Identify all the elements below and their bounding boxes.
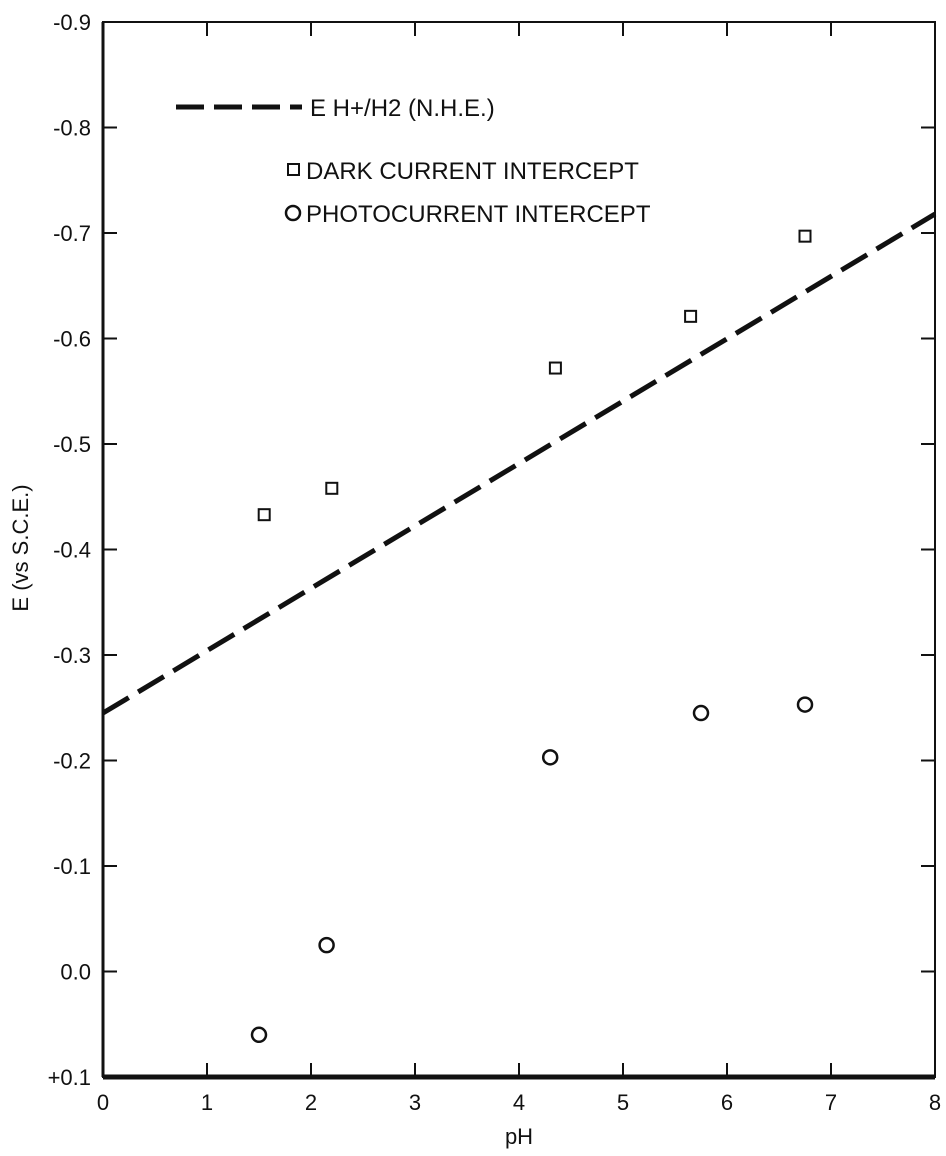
x-tick-label: 2 [305, 1090, 317, 1115]
photocurrent-point [541, 749, 559, 766]
y-tick-label: -0.3 [53, 643, 91, 668]
y-tick-label: 0.0 [60, 960, 91, 985]
dark-current-point [798, 229, 812, 243]
dark-current-point [548, 361, 562, 375]
legend-square-marker [287, 163, 300, 176]
x-tick-label: 5 [617, 1090, 629, 1115]
photocurrent-point [318, 936, 335, 954]
photocurrent-series [250, 696, 814, 1044]
y-tick-label: -0.9 [53, 10, 91, 35]
x-tick-labels: 0 1 2 3 4 5 6 7 8 [97, 1090, 941, 1115]
x-tick-label: 7 [825, 1090, 837, 1115]
x-tick-label: 0 [97, 1090, 109, 1115]
photocurrent-point [692, 704, 710, 722]
y-tick-label: -0.2 [53, 749, 91, 774]
x-tick-label: 8 [929, 1090, 941, 1115]
x-tick-label: 4 [513, 1090, 525, 1115]
x-tick-label: 6 [721, 1090, 733, 1115]
y-tick-label: -0.4 [53, 538, 91, 563]
legend-circle-marker [284, 204, 302, 222]
legend: E H+/H2 (N.H.E.) DARK CURRENT INTERCEPT … [176, 95, 651, 228]
y-tick-label: +0.1 [48, 1065, 91, 1090]
x-axis-title: pH [505, 1124, 533, 1149]
dark-current-point [325, 481, 339, 495]
reference-line-group [101, 211, 937, 716]
axis-ticks [103, 22, 935, 1077]
y-axis-title: E (vs S.C.E.) [8, 484, 33, 611]
y-tick-label: -0.5 [53, 432, 91, 457]
reference-line-e-h-h2 [101, 211, 937, 716]
legend-label-dark-current: DARK CURRENT INTERCEPT [306, 158, 639, 185]
x-tick-label: 3 [409, 1090, 421, 1115]
y-tick-label: -0.8 [53, 116, 91, 141]
y-tick-label: -0.6 [53, 327, 91, 352]
y-tick-labels: -0.9 -0.8 -0.7 -0.6 -0.5 -0.4 -0.3 -0.2 -0.1 0.0 +… [48, 10, 91, 1090]
y-tick-label: -0.7 [53, 221, 91, 246]
photocurrent-point [250, 1026, 268, 1044]
dark-current-series [257, 229, 812, 522]
legend-label-reference-line: E H+/H2 (N.H.E.) [310, 95, 495, 122]
photocurrent-point [796, 696, 814, 713]
y-tick-label: -0.1 [53, 854, 91, 879]
dark-current-point [257, 508, 271, 522]
legend-label-photocurrent: PHOTOCURRENT INTERCEPT [306, 201, 651, 228]
dark-current-point [684, 309, 698, 323]
x-tick-label: 1 [201, 1090, 213, 1115]
